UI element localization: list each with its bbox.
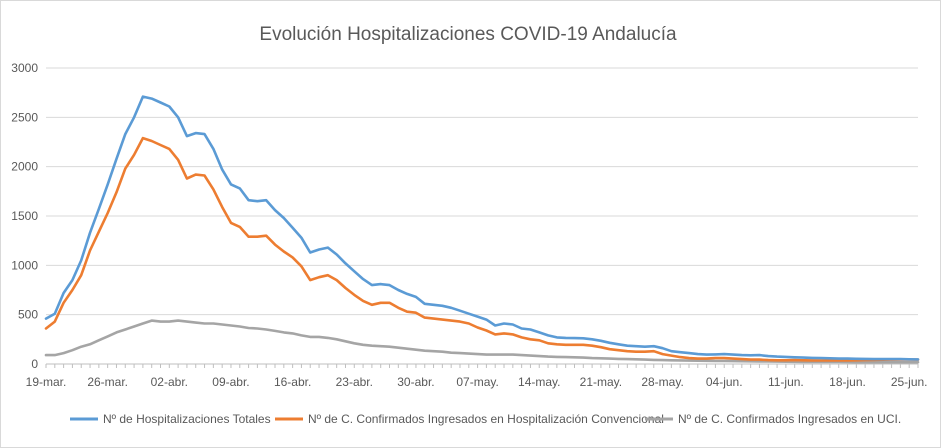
y-tick-label: 1500: [11, 209, 38, 223]
legend-label: Nº de C. Confirmados Ingresados en Hospi…: [308, 412, 664, 426]
x-tick-label: 02-abr.: [151, 375, 188, 389]
series-line: [44, 136, 920, 362]
x-tick-label: 14-may.: [518, 375, 560, 389]
x-tick-label: 11-jun.: [768, 375, 804, 389]
x-tick-label: 23-abr.: [336, 375, 373, 389]
legend-label: Nº de Hospitalizaciones Totales: [103, 412, 271, 426]
x-axis: 19-mar. 26-mar. 02-abr. 09-abr. 16-abr. 23-ab…: [26, 363, 928, 389]
x-tick-label: 25-jun.: [891, 375, 928, 389]
y-tick-label: 1000: [11, 258, 38, 272]
x-tick-label: 18-jun.: [829, 375, 866, 389]
y-axis-ticks: 0 500 1000 1500 2000 2500 3000: [11, 61, 38, 371]
x-tick-label: 09-abr.: [212, 375, 249, 389]
y-tick-label: 0: [31, 357, 38, 371]
x-tick-label: 28-may.: [641, 375, 683, 389]
legend: Nº de Hospitalizaciones Totales Nº de C. …: [70, 412, 901, 426]
x-tick-label: 16-abr.: [274, 375, 311, 389]
x-tick-label: 07-may.: [456, 375, 498, 389]
x-tick-label: 30-abr.: [397, 375, 434, 389]
y-tick-label: 2500: [11, 110, 38, 124]
series-line: [44, 319, 920, 364]
x-tick-label: 04-jun.: [706, 375, 743, 389]
y-tick-label: 2000: [11, 160, 38, 174]
chart-title: Evolución Hospitalizaciones COVID-19 And…: [259, 24, 677, 45]
y-tick-label: 500: [18, 308, 38, 322]
series-lines: [44, 95, 920, 364]
x-tick-label: 26-mar.: [87, 375, 128, 389]
x-tick-label: 21-may.: [580, 375, 622, 389]
gridlines: [46, 67, 918, 316]
series-line: [44, 95, 920, 361]
legend-label: Nº de C. Confirmados Ingresados en UCI.: [678, 412, 901, 426]
x-tick-label: 19-mar.: [26, 375, 67, 389]
y-tick-label: 3000: [11, 61, 38, 75]
